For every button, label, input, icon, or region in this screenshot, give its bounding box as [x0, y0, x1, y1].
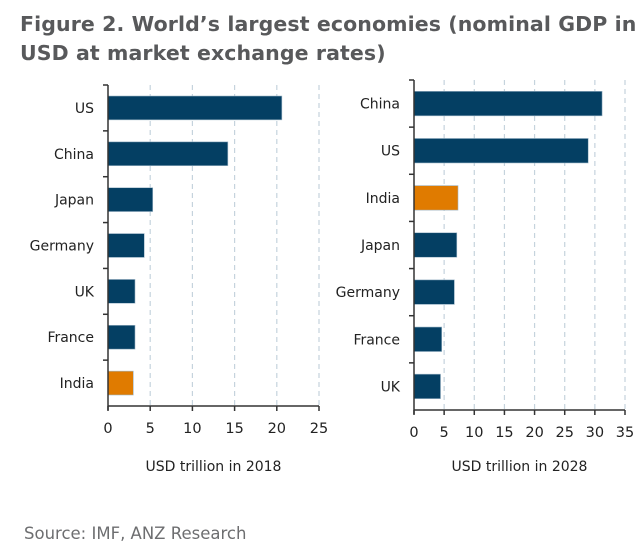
x-tick-label: 10	[183, 421, 201, 437]
bar-japan	[413, 232, 458, 258]
category-label: UK	[381, 379, 401, 395]
source-note: Source: IMF, ANZ Research	[24, 524, 247, 543]
bar-france	[413, 326, 443, 352]
bar-japan	[107, 187, 154, 212]
chart-2018: US China Japan Germany UK France India 0 5 10 15 20…	[30, 84, 328, 475]
category-label: Japan	[360, 238, 400, 254]
category-label: Japan	[54, 193, 94, 209]
bar-china	[413, 91, 603, 117]
category-label: Germany	[30, 239, 94, 255]
x-tick-label: 20	[525, 425, 543, 441]
category-label: India	[60, 376, 94, 392]
bar-uk	[107, 279, 136, 304]
x-tick-label: 15	[495, 425, 513, 441]
x-tick-label: 35	[616, 425, 634, 441]
x-tick-label: 25	[310, 421, 328, 437]
category-label: India	[366, 191, 400, 207]
bar-us	[107, 95, 283, 121]
bar-india	[413, 185, 459, 211]
bar-china	[107, 141, 229, 167]
bar-france	[107, 324, 136, 350]
x-tick-label: 10	[465, 425, 483, 441]
category-label: France	[47, 330, 94, 346]
category-label: US	[381, 144, 400, 160]
x-tick-label: 20	[268, 421, 286, 437]
category-label: France	[353, 332, 400, 348]
x-tick-label: 30	[586, 425, 604, 441]
category-label: China	[54, 147, 94, 163]
bar-germany	[107, 233, 145, 258]
bar-uk	[413, 373, 441, 399]
figure-title: Figure 2. World’s largest economies (nom…	[20, 12, 637, 65]
bar-india	[107, 370, 134, 396]
x-tick-label: 0	[103, 421, 112, 437]
chart-2028: China US India Japan Germany France UK 0 5 10 15 20…	[336, 79, 634, 475]
x-tick-label: 15	[225, 421, 243, 437]
x-tick-label: 5	[440, 425, 449, 441]
x-tick-label: 0	[409, 425, 418, 441]
x-tick-label: 5	[146, 421, 155, 437]
category-label: US	[75, 101, 94, 117]
bar-germany	[413, 279, 455, 305]
x-axis-label: USD trillion in 2018	[146, 459, 282, 475]
x-axis-label: USD trillion in 2028	[452, 459, 588, 475]
category-label: Germany	[336, 285, 400, 301]
category-label: China	[360, 97, 400, 113]
category-label: UK	[75, 284, 95, 300]
bar-us	[413, 138, 589, 164]
x-tick-label: 25	[555, 425, 573, 441]
